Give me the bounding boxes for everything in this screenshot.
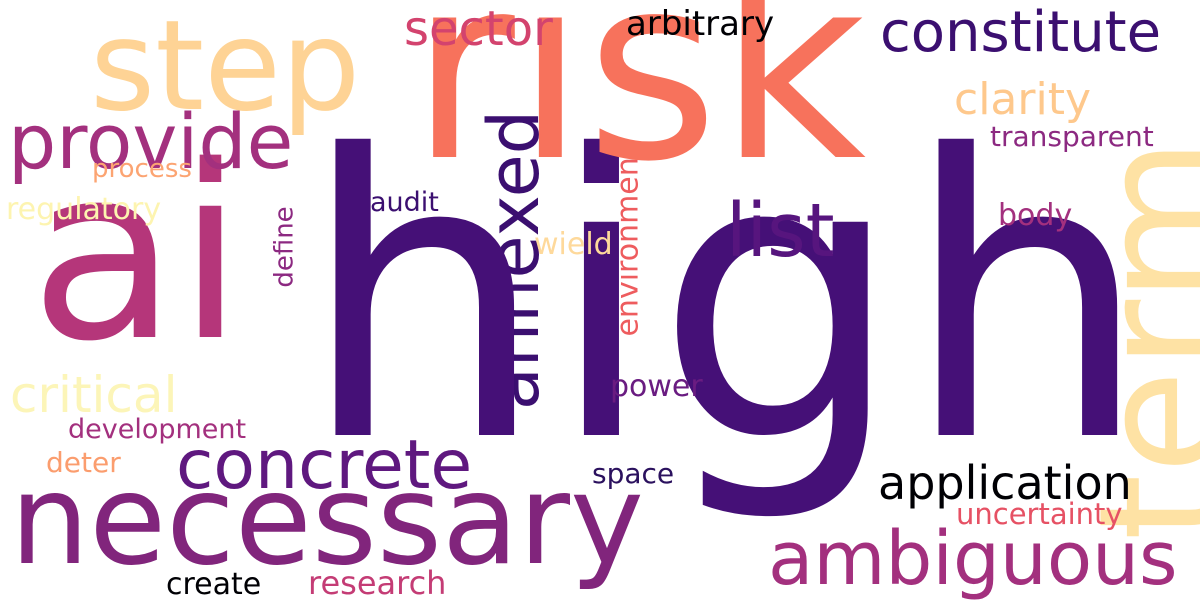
word-regulatory: regulatory: [6, 192, 162, 227]
word-concrete: concrete: [176, 426, 473, 505]
word-transparent: transparent: [990, 120, 1154, 153]
word-necessary: necessary: [10, 448, 644, 593]
word-arbitrary: arbitrary: [626, 4, 775, 44]
word-process: process: [92, 154, 192, 184]
word-ai: ai: [30, 114, 244, 394]
word-uncertainty: uncertainty: [956, 497, 1123, 531]
word-critical: critical: [10, 366, 178, 424]
word-list: list: [726, 188, 835, 274]
word-space: define: [269, 206, 300, 288]
word-provide: provide: [8, 97, 294, 186]
word-step: step: [90, 0, 361, 139]
word-risk: risk: [410, 0, 867, 218]
word-create: create: [166, 567, 262, 600]
word-wield: wield: [534, 227, 613, 262]
word-power: power: [610, 369, 703, 404]
word-deter: deter: [46, 446, 121, 479]
word-sector: sector: [404, 1, 553, 57]
word-ambiguous: ambiguous: [768, 516, 1178, 600]
word-high: high: [300, 73, 1151, 527]
word-audit: audit: [370, 187, 439, 218]
word-development: development: [68, 414, 247, 445]
word-research: research: [308, 564, 447, 600]
word-body: body: [998, 198, 1073, 233]
word-clarity: clarity: [954, 74, 1091, 125]
word-define: space: [592, 457, 675, 490]
word-constitute: constitute: [880, 0, 1162, 65]
word-application: application: [878, 456, 1132, 510]
